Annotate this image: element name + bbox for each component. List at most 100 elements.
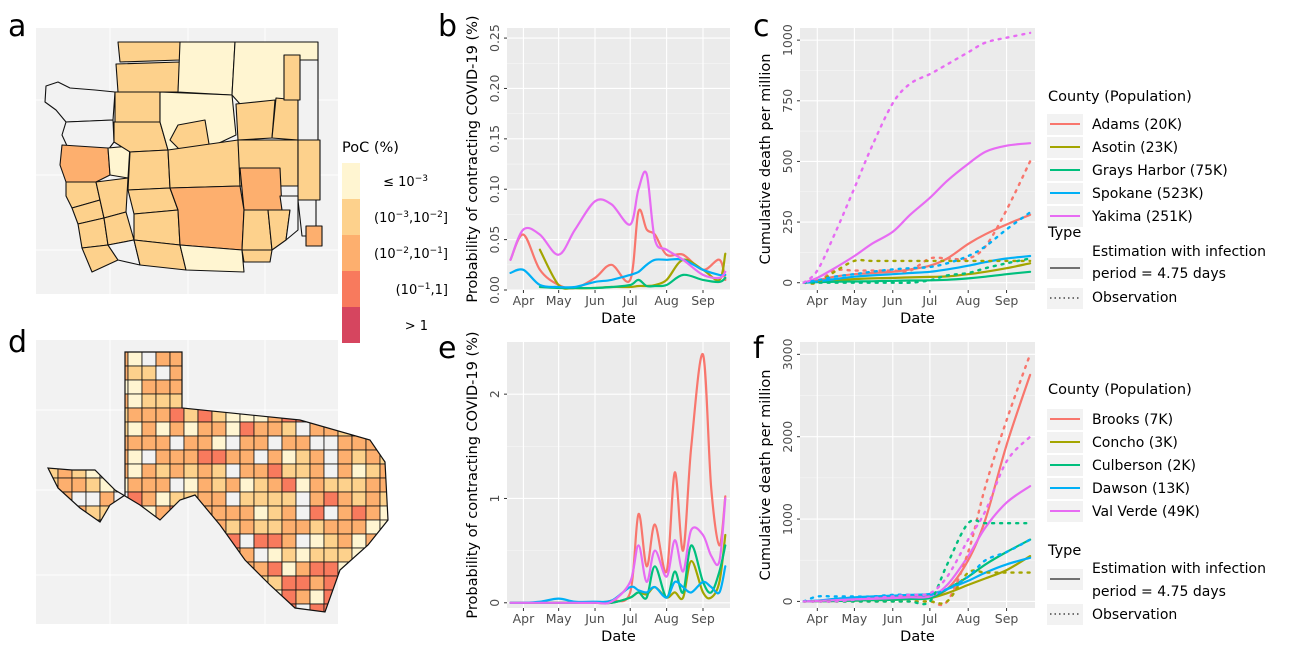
x-tick-label: Sep [995, 611, 1019, 626]
county-cell [211, 449, 227, 465]
county-cell [365, 379, 381, 395]
county-cell [351, 505, 367, 521]
county-cell [155, 352, 171, 367]
plot-area [800, 28, 1035, 290]
county-cell [155, 435, 171, 451]
y-tick-label: 0.15 [487, 125, 502, 153]
county-cell [183, 435, 199, 451]
county-cell [365, 365, 381, 381]
legend-wa-county-4: Yakima (251K) [1091, 209, 1193, 225]
legend-tx-type-0-line1: Estimation with infection [1092, 561, 1266, 577]
legend-tx-county-2: Culberson (2K) [1092, 458, 1196, 474]
county-cell [337, 575, 353, 591]
county-cell [295, 575, 311, 591]
county-cell [155, 407, 171, 423]
county-region [177, 41, 236, 96]
county-cell [365, 407, 381, 423]
county-cell [337, 407, 353, 423]
legend-wa-county-3: Spokane (523K) [1092, 186, 1204, 202]
map-washington-counties [44, 41, 323, 273]
county-cell [337, 352, 353, 367]
county-cell [127, 463, 143, 479]
poc-legend-title: PoC (%) [342, 140, 399, 156]
series-line-asotin-observation [802, 258, 1032, 285]
legend-wa-type-0-line1: Estimation with infection [1092, 244, 1266, 260]
y-tick-label: 750 [780, 89, 795, 113]
county-cell [309, 491, 325, 507]
county-cell [281, 561, 297, 577]
y-tick-label: 0 [487, 599, 502, 607]
county-region [133, 209, 181, 246]
county-region [235, 99, 276, 141]
x-tick-label: May [546, 293, 572, 308]
map-washington [36, 28, 338, 294]
x-tick-label: Jul [622, 293, 638, 308]
y-tick-label: 3000 [780, 338, 795, 370]
poc-legend: PoC (%) ≤ 10−3 (10−3,10−2] (10−2,10−1] (… [342, 140, 448, 343]
county-cell [295, 463, 311, 479]
county-cell [295, 561, 311, 577]
county-cell [155, 393, 171, 409]
legend-tx-county-0: Brooks (7K) [1092, 412, 1173, 428]
y-axis-label: Probability of contracting COVID-19 (%) [465, 331, 481, 618]
county-cell [225, 421, 241, 437]
y-tick-label: 1000 [780, 24, 795, 56]
county-cell [225, 505, 241, 521]
county-cell [351, 421, 367, 437]
county-cell [337, 449, 353, 465]
county-cell [295, 505, 311, 521]
x-tick-label: Jun [584, 611, 605, 626]
county-cell [365, 491, 381, 507]
county-cell [365, 393, 381, 409]
poc-label-3: (10−1,1] [396, 282, 448, 298]
county-cell [365, 421, 381, 437]
county-cell [351, 491, 367, 507]
legend-tx-type-1: Observation [1092, 607, 1177, 623]
panel-letter-a: a [8, 9, 26, 44]
county-cell [197, 477, 213, 493]
county-cell [351, 393, 367, 409]
county-cell [239, 505, 255, 521]
county-cell [155, 421, 171, 437]
x-tick-label: Apr [513, 611, 535, 626]
county-cell [379, 463, 388, 479]
county-cell [379, 547, 388, 563]
county-cell [351, 379, 367, 395]
county-cell [253, 449, 269, 465]
county-cell [337, 533, 353, 549]
county-cell [183, 421, 199, 437]
county-cell [379, 435, 388, 451]
county-cell [141, 379, 157, 395]
county-cell [351, 589, 367, 605]
y-tick-label: 0.05 [487, 226, 502, 254]
county-cell [141, 421, 157, 437]
series-line-dawson-observation [802, 538, 1032, 603]
county-cell [85, 491, 101, 507]
county-region [114, 91, 161, 123]
county-cell [295, 477, 311, 493]
x-tick-label: Jul [921, 611, 937, 626]
legend-wa-type-1: Observation [1092, 290, 1177, 306]
panel-letter-c: c [753, 9, 770, 44]
y-tick-label: 0.10 [487, 175, 502, 203]
x-tick-label: Jun [882, 293, 903, 308]
series-line-spokane-observation [802, 211, 1032, 284]
chart-f: 0 1000 2000 3000 Apr May Jun Jul Aug Sep Date Cumul… [758, 338, 1035, 645]
county-cell [365, 589, 381, 605]
county-cell [267, 505, 283, 521]
poc-swatch-4 [342, 307, 360, 343]
county-cell [239, 477, 255, 493]
county-cell [295, 589, 311, 605]
county-cell [141, 491, 157, 507]
poc-label-2: (10−2,10−1] [374, 246, 448, 262]
county-region [279, 195, 299, 241]
county-region [169, 185, 245, 251]
county-cell [337, 561, 353, 577]
county-cell [351, 575, 367, 591]
county-cell [253, 505, 269, 521]
panel-letter-e: e [438, 331, 456, 366]
county-cell [225, 519, 241, 535]
county-cell [141, 365, 157, 381]
y-tick-label: 2 [487, 390, 502, 398]
county-cell [169, 463, 185, 479]
